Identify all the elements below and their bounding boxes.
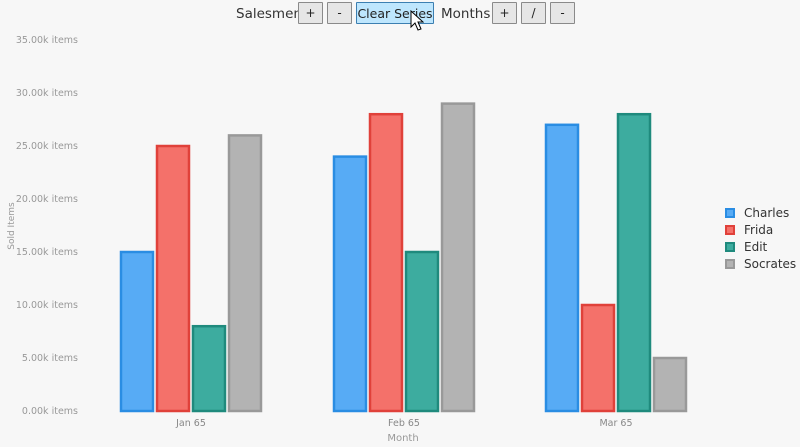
legend-swatch [725, 258, 735, 269]
x-axis-ticks: Jan 65 Feb 65 Mar 65 [175, 418, 632, 429]
bar-edit-2[interactable] [616, 112, 652, 413]
y-tick-label: 35.00k items [16, 35, 78, 46]
legend-item-socrates[interactable]: Socrates [725, 255, 796, 272]
bar-socrates-1[interactable] [440, 102, 476, 413]
y-tick-label: 20.00k items [16, 194, 78, 205]
legend-item-charles[interactable]: Charles [725, 204, 796, 221]
legend-swatch [725, 207, 735, 218]
bar-edit-0[interactable] [191, 324, 227, 413]
y-tick-label: 30.00k items [16, 88, 78, 99]
legend-label: Frida [744, 222, 774, 237]
y-tick-label: 15.00k items [16, 247, 78, 258]
mouse-cursor-icon [410, 10, 424, 31]
bar-charles-1[interactable] [332, 155, 368, 413]
y-tick-label: 5.00k items [22, 353, 78, 364]
bar-frida-0[interactable] [155, 144, 191, 413]
bar-edit-1[interactable] [404, 250, 440, 413]
add-month-button[interactable]: + [492, 2, 517, 24]
bars [119, 102, 688, 413]
y-axis-label: Sold Items [7, 202, 17, 250]
toggle-month-button[interactable]: / [521, 2, 546, 24]
legend-label: Charles [744, 205, 790, 220]
x-axis-label: Month [387, 433, 418, 444]
bar-frida-1[interactable] [368, 112, 404, 413]
legend: Charles Frida Edit Socrates [725, 204, 796, 272]
bar-charles-2[interactable] [544, 123, 580, 413]
legend-swatch [725, 224, 735, 235]
add-salesman-button[interactable]: + [298, 2, 323, 24]
remove-month-button[interactable]: - [550, 2, 575, 24]
remove-salesman-button[interactable]: - [327, 2, 352, 24]
legend-swatch [725, 241, 735, 252]
legend-label: Socrates [744, 256, 797, 271]
legend-label: Edit [744, 239, 768, 254]
legend-item-edit[interactable]: Edit [725, 238, 796, 255]
x-tick-label: Feb 65 [388, 418, 420, 429]
y-axis-ticks: 0.00k items 5.00k items 10.00k items 15.00k… [16, 35, 78, 417]
y-tick-label: 25.00k items [16, 141, 78, 152]
bar-socrates-0[interactable] [227, 134, 263, 413]
x-tick-label: Mar 65 [599, 418, 632, 429]
salesmen-label: Salesmen [236, 6, 302, 22]
legend-item-frida[interactable]: Frida [725, 221, 796, 238]
months-label: Months [441, 6, 491, 22]
bar-socrates-2[interactable] [652, 356, 688, 413]
x-tick-label: Jan 65 [175, 418, 206, 429]
bar-frida-2[interactable] [580, 303, 616, 413]
y-tick-label: 0.00k items [22, 406, 78, 417]
bar-charles-0[interactable] [119, 250, 155, 413]
y-tick-label: 10.00k items [16, 300, 78, 311]
